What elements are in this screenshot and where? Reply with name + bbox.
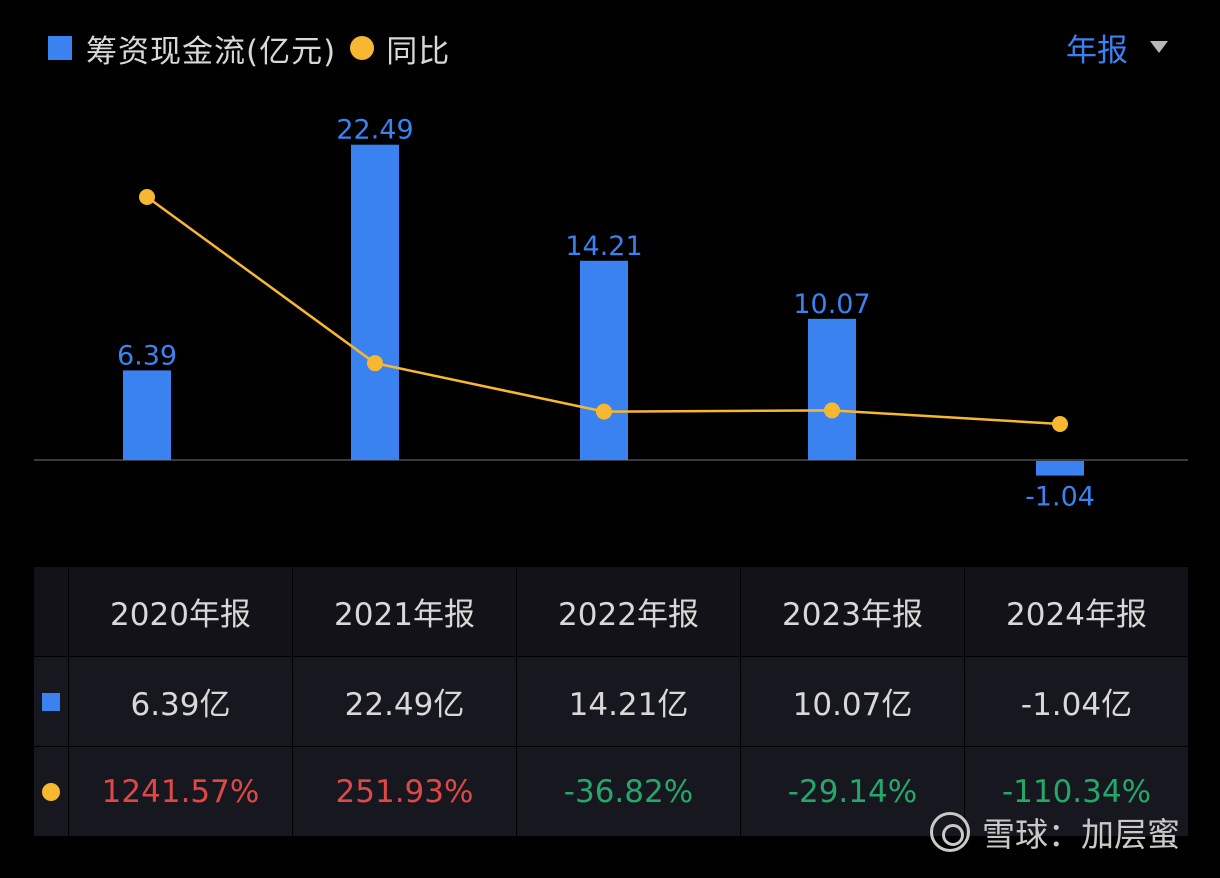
period-dropdown[interactable]: 年报 — [1066, 26, 1168, 69]
line-legend-label: 同比 — [386, 33, 451, 70]
watermark-text: 雪球：加层蜜 — [982, 815, 1180, 854]
table-cell: -36.82% — [517, 747, 740, 836]
bar-data-label: 22.49 — [336, 115, 413, 146]
table-cell: 6.39亿 — [69, 657, 292, 746]
table-header-cell: 2023年报 — [741, 567, 964, 656]
table-header-cell: 2024年报 — [965, 567, 1188, 656]
table-cell: -110.34% — [965, 747, 1188, 836]
bar-legend-label: 筹资现金流(亿元) — [86, 33, 337, 70]
period-dropdown-label[interactable]: 年报 — [1066, 32, 1128, 69]
bar — [808, 318, 856, 460]
table-cell: 22.49亿 — [293, 657, 516, 746]
snowball-logo-icon — [930, 812, 970, 852]
data-table: 2020年报 2021年报 2022年报 2023年报 2024年报 6.39亿… — [34, 567, 1188, 836]
bar-data-label: 6.39 — [117, 340, 177, 371]
caret-down-icon[interactable] — [1150, 41, 1168, 53]
bar-data-label: 14.21 — [565, 231, 642, 262]
table-corner-cell — [34, 567, 68, 656]
table-cell: 251.93% — [293, 747, 516, 836]
bar — [123, 370, 171, 460]
chart-legend: 筹资现金流(亿元) 同比 — [48, 28, 451, 70]
table-header-cell: 2020年报 — [69, 567, 292, 656]
table-header-row: 2020年报 2021年报 2022年报 2023年报 2024年报 — [34, 567, 1188, 656]
table-cell: -1.04亿 — [965, 657, 1188, 746]
bar-legend-marker — [48, 36, 72, 60]
table-cell: 1241.57% — [69, 747, 292, 836]
bar — [1036, 461, 1084, 476]
line-point — [596, 403, 612, 420]
table-header-cell: 2021年报 — [293, 567, 516, 656]
table-row-yoy: 1241.57% 251.93% -36.82% -29.14% -110.34… — [34, 747, 1188, 836]
line-point — [1052, 416, 1068, 432]
square-icon — [42, 692, 60, 711]
table-header-cell: 2022年报 — [517, 567, 740, 656]
line-legend-marker — [350, 36, 375, 60]
line-point — [367, 355, 383, 372]
bar — [351, 144, 399, 461]
bar-data-label: -1.04 — [1025, 482, 1095, 513]
table-row-financing-cashflow: 6.39亿 22.49亿 14.21亿 10.07亿 -1.04亿 — [34, 657, 1188, 746]
circle-icon — [42, 782, 60, 801]
line-point — [824, 402, 840, 419]
bar — [580, 260, 628, 460]
watermark: 雪球：加层蜜 — [930, 808, 1180, 856]
line-point — [139, 189, 155, 205]
table-cell: 10.07亿 — [741, 657, 964, 746]
line-series-icon-cell — [34, 747, 68, 836]
chart-area: 6.39 22.49 14.21 10.07 -1.04 — [34, 115, 1188, 513]
table-cell: 14.21亿 — [517, 657, 740, 746]
table-cell: -29.14% — [741, 747, 964, 836]
bar-series-icon-cell — [34, 657, 68, 746]
bar-data-label: 10.07 — [793, 289, 870, 320]
